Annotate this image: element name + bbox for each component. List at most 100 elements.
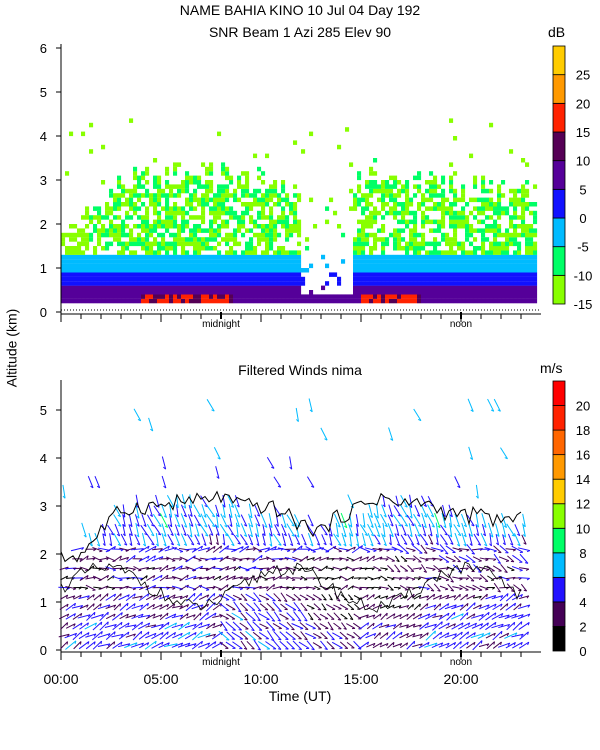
wind-vector (445, 641, 456, 649)
wind-vector (92, 640, 102, 650)
snr-cell (233, 285, 238, 291)
snr-cell (237, 272, 242, 277)
snr-cell (345, 298, 350, 304)
snr-cell (137, 206, 142, 211)
snr-cell (377, 188, 382, 194)
snr-cell (297, 298, 302, 304)
snr-cell (405, 246, 410, 251)
snr-cell (365, 224, 370, 229)
snr-cell (237, 219, 242, 225)
wind-vector (273, 630, 282, 641)
wind-colorbar-bin (552, 576, 566, 603)
wind-vector (165, 556, 176, 562)
snr-cell (497, 184, 502, 189)
snr-cell (521, 276, 526, 282)
snr-cell (505, 250, 510, 255)
snr-cell (221, 184, 226, 189)
snr-cell (141, 224, 146, 229)
wind-vector (332, 566, 343, 571)
wind-vector (73, 641, 82, 650)
snr-cell (141, 281, 146, 286)
snr-cell (209, 219, 214, 225)
snr-cell (369, 246, 374, 251)
snr-cell (373, 281, 378, 286)
snr-cell (165, 268, 170, 273)
wind-vector (320, 524, 328, 536)
snr-cell (477, 281, 482, 286)
x-tick-label: 15:00 (343, 671, 378, 687)
snr-cell (145, 268, 150, 273)
snr-cell (445, 197, 450, 203)
snr-cell (249, 268, 254, 273)
snr-cell (213, 232, 218, 238)
snr-cell (157, 290, 162, 295)
snr-cell (105, 290, 110, 295)
snr-cell (101, 276, 106, 282)
snr-cell (401, 215, 406, 220)
snr-cell (369, 224, 374, 229)
wind-vector-head (186, 604, 190, 608)
wind-vector-head (378, 587, 382, 590)
snr-cell (237, 215, 242, 220)
snr-cell (193, 197, 198, 203)
snr-cell (61, 237, 66, 242)
snr-cell (521, 197, 526, 203)
wind-vector-head (239, 559, 243, 562)
snr-cell (93, 263, 98, 269)
wind-vector (172, 575, 183, 581)
wind-vector-head (520, 633, 524, 637)
snr-cell (321, 254, 326, 260)
wind-vector (220, 621, 228, 631)
snr-cell (409, 241, 414, 247)
wind-vector-head (180, 565, 183, 569)
wind-vector (91, 613, 104, 619)
wind-vector (238, 586, 250, 589)
snr-cell (101, 268, 106, 273)
wind-vector (307, 533, 314, 547)
snr-cell (225, 206, 230, 211)
snr-cell (429, 276, 434, 282)
wind-vector (367, 523, 375, 537)
snr-cell (161, 246, 166, 251)
snr-cell (121, 254, 126, 260)
snr-cell (241, 215, 246, 220)
wind-vector-head (122, 514, 126, 518)
snr-cell (121, 263, 126, 269)
snr-cell (213, 210, 218, 216)
wind-vector-head (366, 604, 370, 608)
snr-cell (121, 272, 126, 277)
wind-vector-head (73, 613, 76, 617)
wind-vector (125, 593, 136, 602)
snr-cell (385, 241, 390, 247)
wind-vector (266, 630, 275, 641)
snr-cell (225, 281, 230, 286)
snr-cell (393, 241, 398, 247)
snr-cell (245, 254, 250, 260)
snr-cell (81, 281, 86, 286)
wind-vector-head (424, 543, 428, 546)
snr-cell (441, 188, 446, 194)
wind-vector (181, 494, 187, 509)
snr-cell (209, 263, 214, 269)
snr-cell (469, 197, 474, 203)
snr-cell (201, 254, 206, 260)
wind-vector (400, 642, 408, 649)
wind-vector (213, 447, 221, 460)
wind-vector-head (127, 594, 130, 598)
snr-cell (281, 272, 286, 277)
wind-vector (198, 642, 210, 648)
wind-vector-head (66, 613, 70, 617)
snr-cell (437, 298, 442, 304)
snr-cell (417, 250, 422, 255)
wind-vector (231, 546, 244, 553)
wind-vector (388, 504, 394, 518)
wind-vector (428, 534, 434, 545)
snr-cell (201, 197, 206, 203)
snr-cell (393, 193, 398, 198)
snr-cell (269, 219, 274, 225)
wind-vector (306, 640, 315, 651)
wind-vector (452, 631, 463, 640)
snr-cell (521, 224, 526, 229)
snr-cell (401, 237, 406, 242)
snr-cell (105, 206, 110, 211)
